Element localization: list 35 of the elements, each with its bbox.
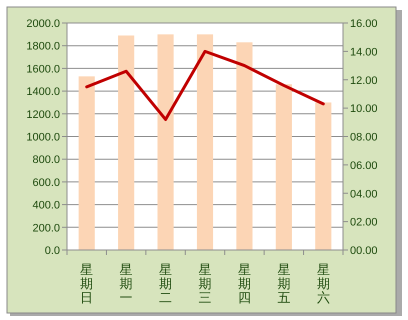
y2-tick-label: 16.00 [350,18,378,30]
line-series [85,50,325,121]
y2-tick-label: 10.00 [350,103,378,116]
x-tick-label: 星期三 [198,262,212,305]
y2-tick-label: 12.00 [350,74,378,87]
y2-tick-label: 08.00 [350,132,378,144]
y-tick-label: 0.0 [44,245,60,257]
y2-tick-label: 14.00 [350,46,378,58]
y-tick-label: 1600.0 [26,63,60,76]
y2-tick-label: 04.00 [350,188,378,200]
y-tick-label: 1800.0 [26,40,60,53]
y-tick-label: 200.0 [32,222,60,234]
bar [78,76,95,250]
bar [315,102,332,250]
y-tick-label: 1000.0 [26,132,60,144]
y-tick-label: 600.0 [32,176,60,189]
bar [157,34,174,250]
y2-tick-label: 02.00 [350,216,378,229]
bar [236,42,253,250]
x-tick-label: 星期一 [120,262,133,305]
y-tick-label: 2000.0 [26,18,60,30]
x-tick-label: 星期四 [238,262,251,305]
x-tick-label: 星期日 [80,262,94,305]
x-tick-label: 星期五 [277,262,290,305]
y-tick-label: 800.0 [32,154,60,166]
y2-tick-label: 06.00 [350,160,378,172]
bar [276,84,292,250]
x-tick-label: 星期二 [159,262,172,305]
y-tick-label: 400.0 [32,200,60,212]
y2-tick-label: 00.00 [350,245,378,257]
y-tick-label: 1200.0 [26,108,60,121]
y-tick-label: 1400.0 [26,86,60,98]
x-tick-label: 星期六 [316,262,330,305]
bar [196,34,214,250]
bar [118,35,134,250]
